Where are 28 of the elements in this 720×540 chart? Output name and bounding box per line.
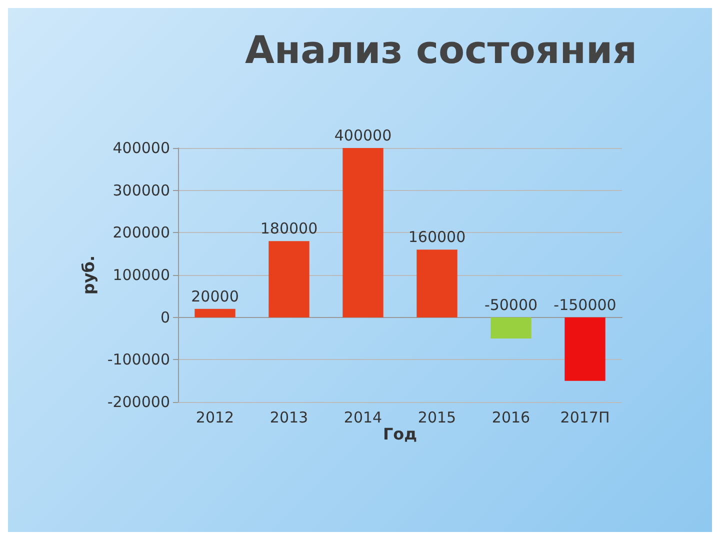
x-tick-label: 2017П bbox=[560, 408, 610, 426]
y-tick-label: 0 bbox=[160, 308, 170, 326]
y-tick-label: 300000 bbox=[112, 181, 170, 200]
bar bbox=[268, 241, 310, 318]
chart-title: Анализ состояния bbox=[244, 28, 638, 72]
y-axis-title: руб. bbox=[78, 255, 98, 295]
x-tick-label: 2015 bbox=[418, 408, 456, 426]
data-label: -50000 bbox=[484, 296, 538, 314]
bar bbox=[194, 308, 236, 318]
bar bbox=[416, 250, 458, 318]
y-tick-label: 200000 bbox=[112, 224, 170, 242]
bar bbox=[342, 148, 384, 318]
y-tick-label: 100000 bbox=[112, 266, 170, 284]
y-tick-label: -200000 bbox=[107, 393, 170, 411]
x-tick-label: 2016 bbox=[492, 408, 530, 426]
y-tick-label: 400000 bbox=[112, 139, 170, 157]
data-label: 400000 bbox=[334, 126, 392, 144]
data-label: 20000 bbox=[191, 287, 239, 306]
x-axis-title: Год bbox=[382, 424, 418, 444]
bar bbox=[564, 317, 606, 381]
data-label: 180000 bbox=[260, 220, 318, 238]
bar bbox=[490, 317, 532, 338]
x-tick-label: 2013 bbox=[270, 408, 308, 426]
data-label: -150000 bbox=[554, 296, 616, 314]
data-label: 160000 bbox=[408, 228, 466, 246]
y-tick-label: -100000 bbox=[107, 350, 170, 369]
x-tick-label: 2012 bbox=[196, 408, 234, 426]
x-tick-label: 2014 bbox=[344, 408, 382, 426]
